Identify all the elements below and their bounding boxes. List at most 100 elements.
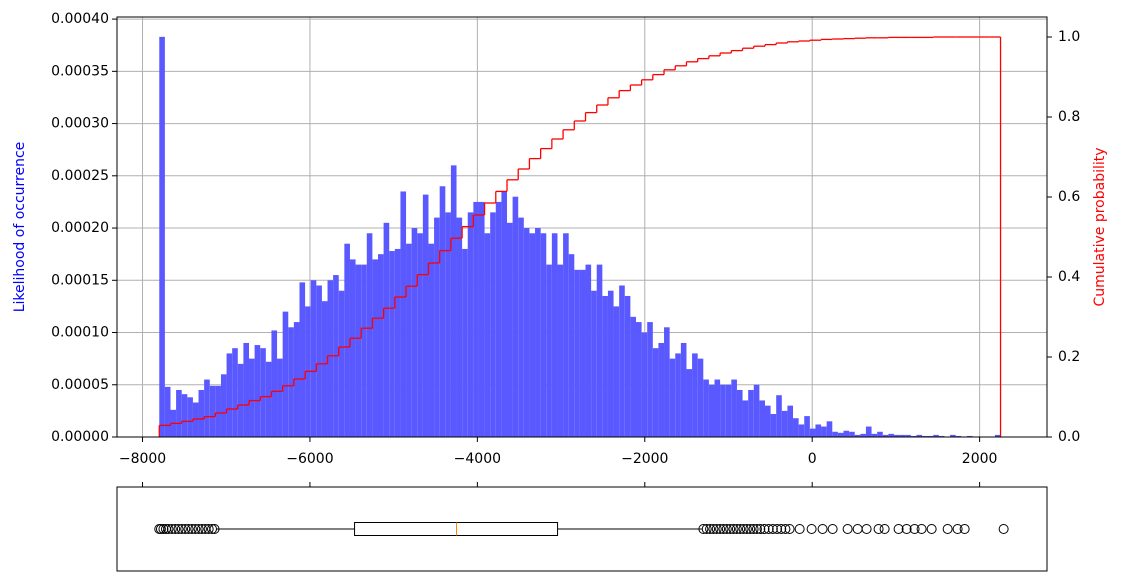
flier xyxy=(176,524,187,534)
histogram-bar xyxy=(776,395,782,437)
flier xyxy=(780,524,791,534)
histogram-bar xyxy=(490,212,496,437)
histogram-bar xyxy=(563,233,569,437)
histogram-bar xyxy=(731,379,737,437)
histogram-bar xyxy=(630,316,636,437)
y2-tick-label: 0.8 xyxy=(1058,109,1080,125)
flier xyxy=(731,524,742,534)
histogram-bar xyxy=(675,353,681,437)
y-tick-label: 0.00025 xyxy=(51,168,109,184)
histogram-bar xyxy=(557,264,564,437)
histogram-bar xyxy=(546,264,552,437)
histogram-bar xyxy=(271,330,278,437)
histogram-bar xyxy=(708,384,715,437)
flier xyxy=(879,524,890,534)
histogram-bar xyxy=(899,434,906,437)
y2-tick-label: 0.6 xyxy=(1058,189,1080,205)
histogram-bar xyxy=(349,259,356,437)
histogram-bar xyxy=(417,233,423,437)
histogram-bar xyxy=(422,194,429,437)
histogram-bar xyxy=(456,217,463,437)
histogram-bar xyxy=(462,248,468,437)
flier xyxy=(806,524,817,534)
flier xyxy=(186,524,197,534)
flier xyxy=(926,524,937,534)
histogram-bar xyxy=(686,369,693,437)
histogram-bar xyxy=(865,426,872,437)
histogram-bar xyxy=(809,428,816,437)
histogram-bar xyxy=(164,386,171,437)
y-tick-label: 0.00040 xyxy=(51,11,109,27)
flier xyxy=(715,524,726,534)
flier xyxy=(711,524,722,534)
histogram-bar xyxy=(383,222,390,437)
histogram-bar xyxy=(641,332,648,437)
histogram-bar xyxy=(344,243,350,437)
histogram-bar xyxy=(764,405,771,437)
flier xyxy=(959,524,970,534)
histogram-bar xyxy=(720,384,726,437)
histogram-bar xyxy=(938,435,945,437)
y2-axis-label: Cumulative probability xyxy=(1092,147,1108,306)
flier xyxy=(776,524,787,534)
histogram-bar xyxy=(428,243,435,437)
histogram-bar xyxy=(192,402,199,437)
flier xyxy=(942,524,953,534)
flier xyxy=(170,524,181,534)
histogram-bar xyxy=(950,434,956,437)
y2-tick-label: 0.0 xyxy=(1058,429,1080,445)
flier xyxy=(155,524,166,534)
histogram-bar xyxy=(512,196,519,437)
flier xyxy=(183,524,194,534)
histogram-bar xyxy=(159,36,165,438)
histogram-bar xyxy=(181,394,188,437)
y-tick-label: 0.00030 xyxy=(51,116,109,132)
histogram-bar xyxy=(389,251,395,437)
histogram-bar xyxy=(551,233,558,437)
histogram-bar xyxy=(613,306,620,437)
flier xyxy=(180,524,191,534)
histogram-bar xyxy=(607,290,614,437)
histogram-bar xyxy=(450,165,457,437)
flier xyxy=(698,524,709,534)
flier xyxy=(718,524,729,534)
flier xyxy=(767,524,778,534)
histogram-bar xyxy=(473,201,479,437)
histogram-bar xyxy=(955,435,962,437)
histogram-bar xyxy=(647,322,653,437)
histogram-bar xyxy=(854,434,861,437)
histogram-bar xyxy=(759,400,765,437)
histogram-bar xyxy=(624,295,631,437)
flier xyxy=(158,524,169,534)
histogram-bar xyxy=(680,342,687,437)
histogram-bar xyxy=(849,431,855,437)
histogram-bar xyxy=(254,345,261,437)
histogram-bar xyxy=(506,222,513,437)
flier xyxy=(738,524,749,534)
histogram-bar xyxy=(282,311,289,437)
histogram-bar xyxy=(406,243,412,437)
flier xyxy=(173,524,184,534)
histogram-bar xyxy=(361,264,367,437)
histogram-bar xyxy=(540,233,547,437)
histogram-bar xyxy=(916,434,923,437)
histogram-bar xyxy=(501,191,507,437)
histogram-panel: −8000 −6000 −4000 −2000 0 2000 0.00000 0.00005 0… xyxy=(51,11,1080,467)
histogram-bar xyxy=(327,280,334,437)
histogram-bar xyxy=(366,233,373,437)
histogram-bar xyxy=(697,358,704,437)
flier xyxy=(203,524,214,534)
histogram-bar xyxy=(277,358,283,437)
histogram-bar xyxy=(871,433,878,437)
histogram-bar xyxy=(310,280,317,437)
histogram-bar xyxy=(832,431,838,437)
flier xyxy=(817,524,828,534)
x-tick-label: −6000 xyxy=(286,451,333,467)
histogram-bar xyxy=(994,434,1001,437)
histogram-bar xyxy=(467,212,474,437)
histogram-bar xyxy=(770,414,777,437)
histogram-bar xyxy=(187,397,193,437)
histogram-bar xyxy=(910,435,917,437)
histogram-bar xyxy=(703,379,709,437)
plot-frame xyxy=(116,16,1048,438)
